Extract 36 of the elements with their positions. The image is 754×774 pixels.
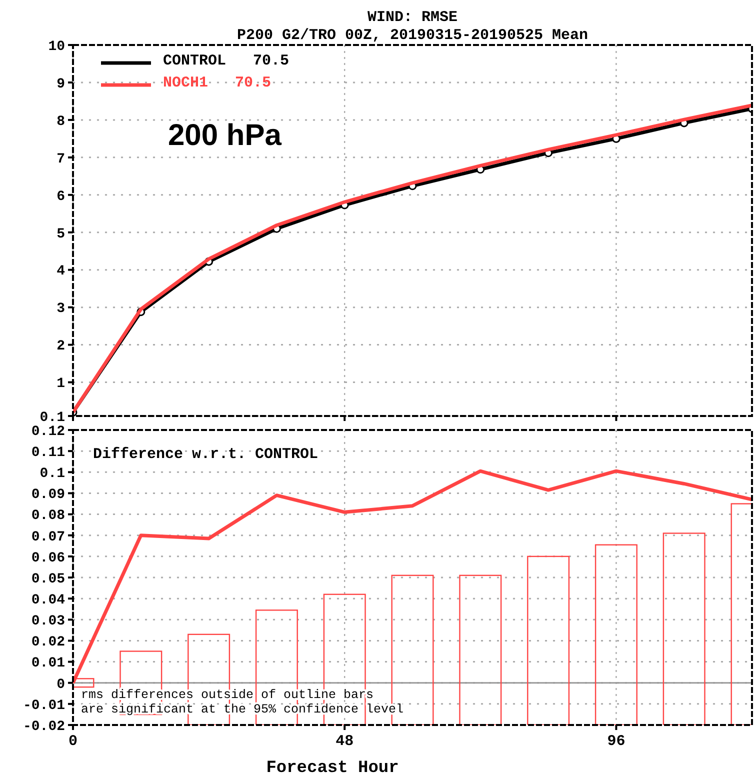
y-tick-label: 0.05 — [31, 571, 65, 588]
y-tick-label: 9 — [56, 76, 65, 92]
y-tick-label: 0.09 — [31, 487, 65, 504]
chart-subtitle: P200 G2/TRO 00Z, 20190315-20190525 Mean — [236, 27, 588, 44]
y-tick-label: 0.04 — [31, 592, 65, 608]
y-tick-label: 4 — [56, 264, 65, 280]
x-tick-label: 0 — [68, 733, 78, 750]
y-tick-label: -0.02 — [22, 718, 65, 735]
y-tick-label: 0.02 — [31, 634, 65, 651]
y-tick-label: 0.12 — [31, 424, 65, 440]
y-tick-label: 0.1 — [40, 410, 65, 426]
y-tick-label: 0.03 — [31, 614, 65, 630]
x-axis-title: Forecast Hour — [266, 759, 399, 774]
x-tick-label: 48 — [336, 733, 354, 750]
legend-label: CONTROL 70.5 — [163, 52, 290, 70]
y-tick-label: 0.08 — [31, 508, 65, 524]
y-tick-label: 1 — [56, 376, 65, 392]
y-tick-label: 6 — [56, 188, 65, 205]
chart-title: WIND: RMSE — [367, 9, 458, 26]
y-tick-label: 3 — [56, 301, 65, 318]
y-tick-label: 8 — [56, 114, 65, 130]
y-tick-label: 0.06 — [31, 550, 65, 566]
y-tick-label: 10 — [48, 38, 65, 55]
y-tick-label: 0.1 — [40, 466, 65, 482]
y-tick-label: 2 — [56, 338, 65, 355]
y-tick-label: 0 — [56, 676, 65, 693]
y-tick-label: 7 — [56, 151, 65, 168]
y-tick-label: 5 — [56, 226, 65, 242]
x-tick-label: 96 — [607, 733, 626, 750]
y-tick-label: 0.01 — [31, 656, 65, 672]
annotation: 200 hPa — [168, 119, 282, 152]
y-tick-label: 0.11 — [31, 444, 65, 461]
y-tick-label: -0.01 — [22, 698, 65, 714]
y-tick-label: 0.07 — [31, 529, 65, 546]
annotation: Difference w.r.t. CONTROL — [93, 446, 318, 463]
legend-label: NOCH1 70.5 — [163, 74, 272, 92]
